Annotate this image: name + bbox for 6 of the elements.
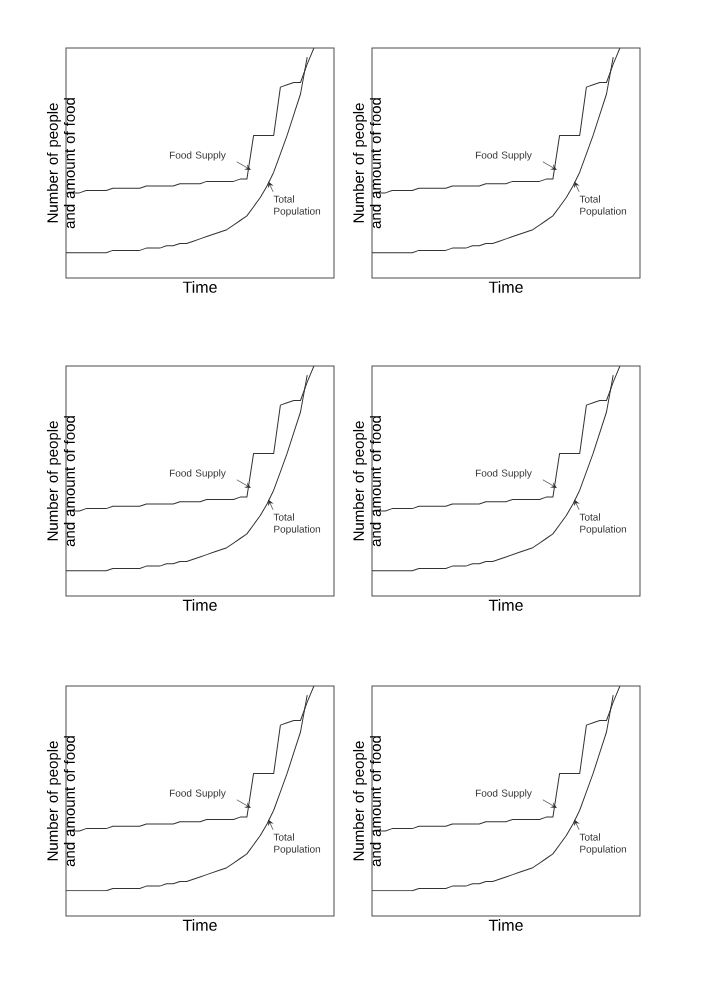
x-axis-title: Time <box>488 281 523 293</box>
x-axis-title: Time <box>182 919 217 931</box>
x-axis-title: Time <box>488 599 523 611</box>
x-axis-title: Time <box>182 281 217 293</box>
x-axis-title: Time <box>182 599 217 611</box>
x-axis-title: Time <box>488 919 523 931</box>
